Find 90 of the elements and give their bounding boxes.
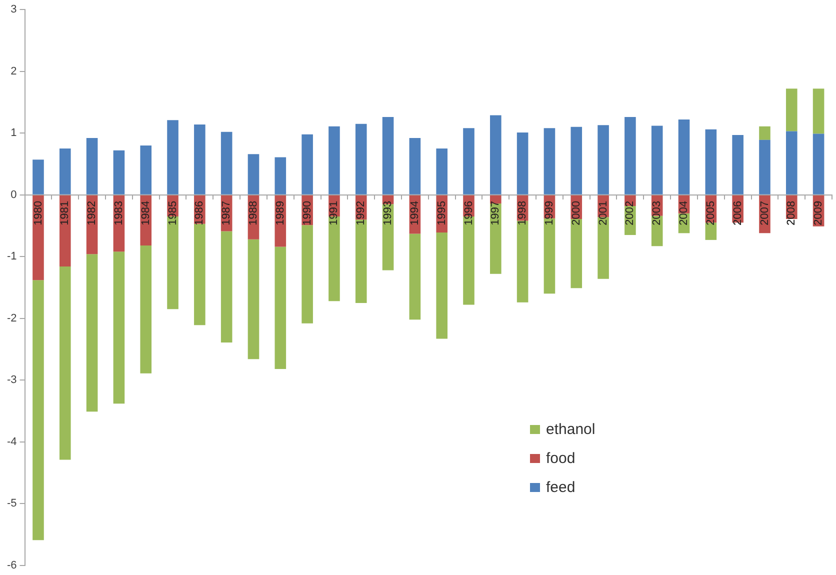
bar [113, 150, 125, 194]
bar [302, 134, 313, 194]
x-tick-label: 2005 [704, 200, 717, 226]
bar [786, 131, 798, 194]
bar [598, 125, 609, 194]
bar [302, 225, 313, 324]
x-tick-label: 2004 [678, 200, 690, 226]
x-tick-label: 1989 [274, 200, 286, 226]
y-tick-label: -5 [7, 498, 17, 510]
bar [570, 126, 582, 194]
bar [86, 254, 98, 412]
bar [409, 138, 421, 194]
bar [759, 126, 770, 140]
x-tick-label: 1998 [516, 200, 529, 226]
x-tick-label: 1990 [301, 200, 314, 226]
x-tick-label: 1997 [490, 200, 502, 226]
bar [59, 148, 71, 194]
bar [59, 266, 71, 460]
y-tick-label: -1 [7, 250, 17, 263]
bar [436, 148, 448, 194]
x-tick-label: 1986 [194, 200, 206, 226]
bar [220, 132, 232, 194]
x-tick-label: 1996 [462, 200, 475, 226]
x-tick-label: 1995 [436, 200, 448, 226]
bar [32, 160, 44, 194]
x-tick-label: 1988 [248, 200, 260, 226]
x-tick-label: 2002 [624, 200, 636, 226]
bar [274, 246, 286, 370]
x-tick-label: 1994 [408, 200, 421, 226]
y-tick-label: 2 [10, 65, 17, 78]
x-tick-label: 2001 [597, 200, 610, 226]
bar [274, 157, 286, 194]
x-tick-label: 1993 [382, 200, 394, 226]
y-tick-label: -2 [7, 312, 17, 324]
bar [140, 145, 152, 194]
x-tick-label: 2000 [570, 200, 582, 226]
x-tick-label: 1983 [112, 200, 125, 226]
bar [140, 246, 152, 374]
bar [248, 239, 260, 360]
bar [732, 134, 744, 194]
bar [328, 126, 340, 194]
bar [409, 234, 421, 320]
bar [705, 129, 717, 194]
bar [382, 117, 394, 194]
y-tick-label: 1 [10, 127, 17, 140]
x-tick-label: 1992 [355, 200, 368, 226]
bar [436, 232, 448, 339]
x-tick-label: 1987 [220, 200, 233, 226]
x-tick-label: 2006 [732, 200, 744, 226]
bar [194, 124, 206, 194]
x-tick-label: 1980 [32, 200, 44, 226]
bar [624, 117, 636, 194]
bar [167, 120, 178, 194]
bar [651, 126, 663, 194]
bar [544, 128, 556, 194]
bar [32, 280, 44, 540]
legend-label: feed [546, 479, 576, 496]
bar [516, 132, 528, 194]
x-tick-label: 1982 [86, 200, 98, 226]
x-tick-label: 2009 [812, 200, 825, 226]
bar [490, 204, 502, 274]
bar [490, 115, 502, 194]
y-tick-label: -6 [7, 559, 17, 572]
bar [759, 140, 770, 194]
y-tick-label: 0 [10, 188, 17, 201]
x-tick-label: 1984 [140, 200, 152, 226]
x-tick-label: 1985 [166, 200, 179, 226]
bar [355, 124, 367, 194]
y-tick-label: 3 [10, 4, 17, 16]
bar [463, 128, 474, 194]
bar [220, 231, 232, 342]
bar [86, 138, 98, 194]
bar [248, 154, 260, 194]
x-tick-label: 1991 [328, 200, 340, 226]
bar [32, 195, 44, 280]
bar [113, 252, 125, 404]
bar [812, 88, 824, 134]
x-tick-label: 2007 [758, 200, 771, 226]
x-tick-label: 1999 [544, 200, 556, 226]
legend-label: ethanol [546, 421, 596, 438]
bar [678, 120, 690, 194]
bar [812, 134, 824, 194]
x-tick-label: 1981 [59, 200, 72, 226]
bar [786, 88, 798, 132]
y-tick-label: -4 [7, 436, 17, 448]
x-tick-label: 2003 [651, 200, 664, 226]
x-tick-label: 2008 [786, 200, 798, 226]
y-tick-label: -3 [7, 374, 17, 386]
bar [194, 224, 206, 326]
legend-label: food [546, 450, 576, 467]
